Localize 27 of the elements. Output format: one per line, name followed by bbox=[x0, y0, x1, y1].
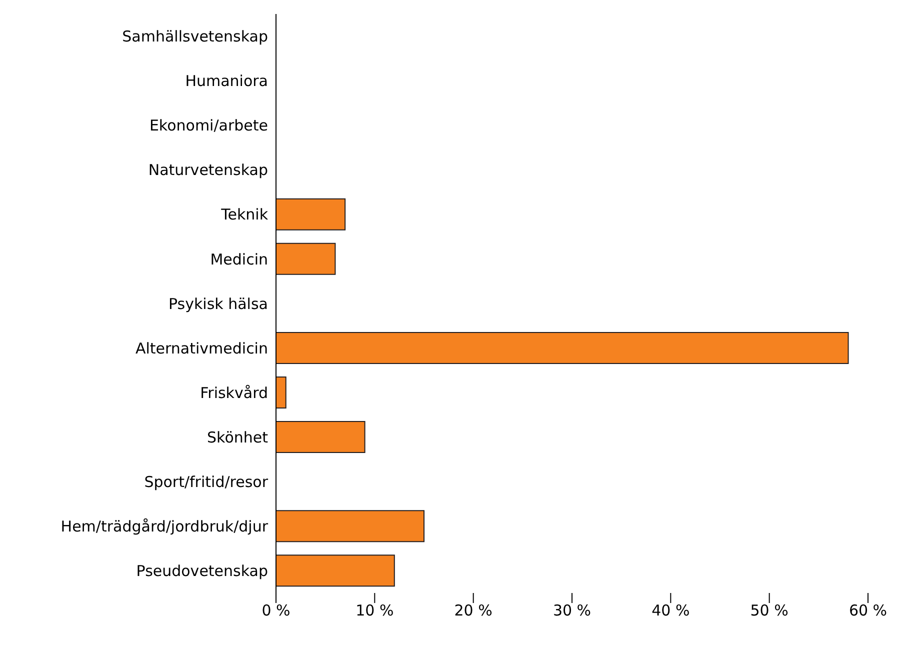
bar bbox=[276, 376, 286, 408]
y-tick-label: Humaniora bbox=[185, 72, 268, 90]
x-tick-label: 40 % bbox=[652, 602, 690, 620]
x-tick-label: 10 % bbox=[356, 602, 394, 620]
y-tick-label: Pseudovetenskap bbox=[136, 562, 268, 580]
y-tick-label: Teknik bbox=[220, 206, 268, 224]
bar bbox=[276, 332, 849, 364]
y-tick-label: Hem/trädgård/jordbruk/djur bbox=[60, 518, 269, 536]
bar bbox=[276, 198, 346, 230]
y-tick-label: Friskvård bbox=[200, 384, 268, 402]
bar bbox=[276, 242, 336, 275]
x-tick-label: 0 % bbox=[262, 602, 290, 620]
bar bbox=[276, 421, 366, 454]
x-tick-label: 20 % bbox=[454, 602, 492, 620]
y-tick-label: Psykisk hälsa bbox=[168, 294, 268, 313]
y-tick-label: Medicin bbox=[210, 250, 268, 268]
y-tick-label: Sport/fritid/resor bbox=[144, 472, 269, 491]
y-tick-label: Alternativmedicin bbox=[135, 339, 268, 358]
x-tick-label: 50 % bbox=[750, 602, 788, 620]
x-tick-label: 30 % bbox=[552, 602, 592, 620]
bar bbox=[276, 510, 424, 542]
y-tick-label: Skönhet bbox=[207, 428, 268, 446]
x-tick-label: 60 % bbox=[848, 602, 888, 620]
y-tick-label: Naturvetenskap bbox=[148, 161, 268, 180]
y-tick-label: Samhällsvetenskap bbox=[122, 28, 268, 46]
bar bbox=[276, 554, 395, 587]
y-tick-label: Ekonomi/arbete bbox=[149, 116, 268, 135]
